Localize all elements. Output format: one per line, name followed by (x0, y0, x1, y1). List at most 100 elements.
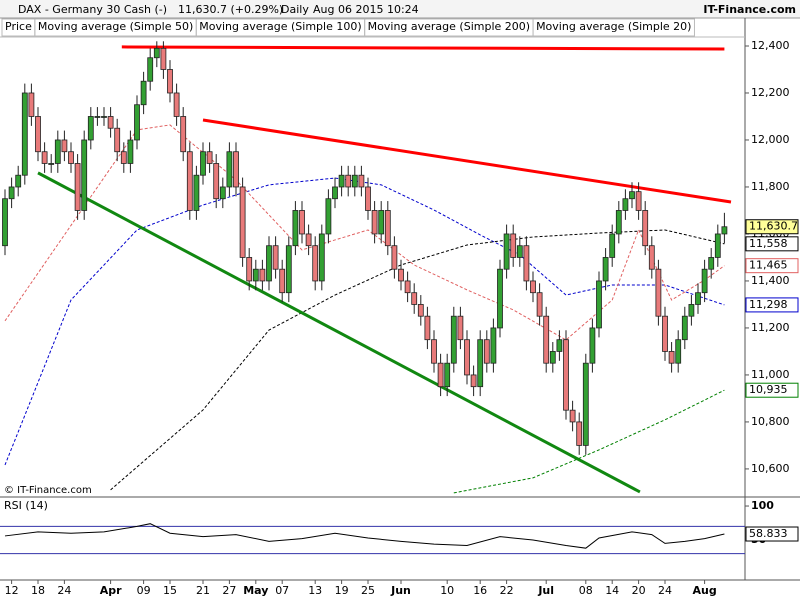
candle-body (285, 245, 292, 294)
y-tick-label: 11,200 (751, 321, 790, 334)
candle-body (147, 57, 154, 82)
candle-body (510, 233, 517, 258)
candle-body (8, 186, 15, 200)
candle-body (180, 116, 187, 153)
x-tick-label: 21 (196, 584, 210, 597)
candle-body (107, 116, 114, 129)
candle-body (114, 127, 121, 153)
candle-body (464, 339, 470, 376)
rsi-line (4, 523, 725, 549)
candle-body (431, 339, 437, 364)
candle-body (384, 210, 391, 247)
quote: 11,630.7 (+0.29%) (178, 3, 283, 16)
candle-body (120, 151, 127, 164)
y-tick-label: 11,000 (751, 368, 790, 381)
ma-last-label: 11,558 (749, 237, 788, 250)
candle-body (569, 409, 576, 423)
legend-box (532, 18, 695, 37)
candle-body (668, 351, 675, 364)
x-tick-label: 25 (361, 584, 375, 597)
candle-body (299, 210, 305, 235)
header-bar (0, 0, 800, 18)
x-tick-label: 10 (440, 584, 454, 597)
candle-body (695, 292, 701, 305)
x-tick-label: 07 (275, 584, 289, 597)
candle-body (675, 339, 682, 364)
candle-body (140, 80, 147, 106)
candle-body (153, 47, 160, 59)
candle-body (41, 151, 48, 164)
rsi-tick-label: 100 (751, 499, 774, 512)
candle-body (351, 174, 358, 188)
candle-body (68, 151, 74, 164)
candle-body (497, 268, 503, 329)
candle-body (398, 268, 404, 282)
legend-entry: Price (5, 20, 32, 33)
x-tick-label: 12 (5, 584, 19, 597)
candle-body (563, 339, 569, 411)
candle-body (721, 226, 728, 235)
candle-body (549, 351, 556, 364)
x-tick-label: 14 (605, 584, 619, 597)
candle-body (134, 104, 140, 141)
ma-last-label: 11,298 (749, 298, 788, 311)
price-last-label: 11,630.7 (749, 220, 798, 233)
brand: IT-Finance.com (703, 3, 796, 16)
candle-body (272, 245, 279, 270)
candle-body (101, 116, 107, 118)
candle-body (35, 116, 41, 153)
candle-body (530, 280, 536, 294)
x-tick-label: 09 (137, 584, 151, 597)
candle-body (490, 327, 497, 364)
rsi-last-label: 58.833 (749, 527, 788, 540)
candle-body (266, 245, 272, 282)
candle-body (662, 315, 668, 352)
candle-body (556, 339, 563, 352)
candle-body (332, 186, 338, 200)
candle-body (602, 257, 609, 282)
candle-body (417, 304, 424, 317)
ma-last-label-box (745, 297, 799, 313)
candle-body (536, 292, 543, 317)
x-tick-label: 08 (579, 584, 593, 597)
trendline (202, 118, 732, 204)
moving-average (4, 177, 725, 466)
candle-body (615, 210, 622, 235)
candle-body (378, 210, 385, 235)
candle-body (193, 174, 200, 211)
x-tick-label: 13 (308, 584, 322, 597)
candle-body (318, 233, 325, 282)
candle-body (655, 268, 662, 317)
ma-last-label: 10,935 (749, 383, 788, 396)
legend-entry: Moving average (Simple 100) (199, 20, 361, 33)
candle-body (239, 186, 246, 258)
y-tick-label: 12,000 (751, 133, 790, 146)
candle-body (457, 315, 464, 341)
x-tick-label: Jul (537, 584, 554, 597)
y-tick-label: 11,800 (751, 180, 790, 193)
y-tick-label: 11,400 (751, 274, 790, 287)
candle-body (200, 151, 206, 176)
y-tick-label: 12,400 (751, 39, 790, 52)
candle-body (503, 233, 510, 270)
candle-body (28, 92, 35, 117)
legend-entry: Moving average (Simple 20) (536, 20, 691, 33)
candle-body (305, 233, 312, 247)
candle-body (681, 315, 688, 341)
candle-body (54, 139, 61, 164)
x-tick-label: Aug (692, 584, 716, 597)
x-tick-label: 16 (473, 584, 487, 597)
candle-body (708, 257, 715, 270)
candle-body (2, 198, 8, 247)
candle-body (81, 139, 88, 211)
candle-body (516, 245, 523, 258)
x-tick-label: May (243, 584, 268, 597)
candle-body (411, 292, 418, 305)
candle-body (437, 362, 444, 388)
candle-body (279, 268, 286, 294)
x-tick-label: 19 (335, 584, 349, 597)
candle-body (444, 362, 451, 388)
candle-body (94, 116, 101, 118)
candle-body (609, 233, 616, 258)
